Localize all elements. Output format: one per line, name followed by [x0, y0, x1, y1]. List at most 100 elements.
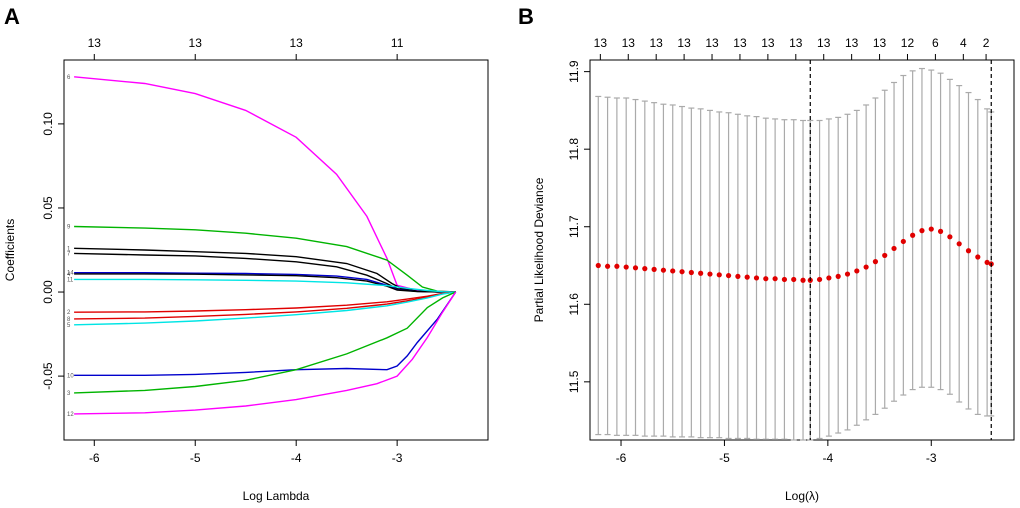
- deviance-point: [872, 259, 879, 265]
- panel-b-letter: B: [518, 4, 534, 29]
- deviance-point: [632, 265, 639, 271]
- coefficient-path-4: [74, 273, 456, 293]
- coefficient-path-6: [74, 76, 456, 293]
- coefficient-path-label-7: 7: [67, 251, 71, 257]
- coefficient-path-label-11: 11: [67, 277, 74, 283]
- coefficient-path-5: [74, 291, 456, 326]
- coefficient-path-label-6: 6: [67, 75, 71, 81]
- panel-b-y-tick-label: 11.8: [567, 138, 581, 161]
- deviance-point: [826, 275, 832, 281]
- coefficient-path-label-12: 12: [67, 412, 74, 418]
- panel-b-y-tick-label: 11.5: [567, 370, 581, 393]
- panel-b-lambda-reference-lines: [809, 60, 992, 440]
- deviance-point: [670, 268, 676, 274]
- coefficient-path-9: [74, 225, 456, 293]
- deviance-point: [984, 259, 990, 266]
- panel-a-top-tick-label: 11: [391, 36, 404, 50]
- deviance-point: [660, 267, 667, 273]
- deviance-point: [707, 271, 713, 277]
- panel-a-y-axis: -0.05 0.00 0.05 0.10: [41, 112, 64, 390]
- panel-b-x-tick-label: -5: [719, 451, 730, 465]
- panel-b-top-tick-label: 13: [789, 36, 803, 50]
- deviance-point: [716, 272, 722, 278]
- deviance-point: [844, 271, 851, 277]
- panel-b-top-tick-label: 2: [983, 36, 990, 50]
- panel-b-top-tick-label: 13: [650, 36, 664, 50]
- panel-b-top-tick-label: 6: [932, 36, 939, 50]
- deviance-point: [835, 273, 841, 279]
- coefficient-path-label-2: 2: [67, 310, 71, 316]
- deviance-point: [965, 248, 972, 254]
- deviance-point: [956, 241, 962, 247]
- panel-b-x-axis: -6 -5 -4 -3: [616, 440, 937, 465]
- panel-a-top-tick-label: 13: [290, 36, 304, 50]
- deviance-point: [744, 274, 750, 280]
- panel-a-x-tick-label: -5: [190, 451, 201, 465]
- panel-a-coefficient-paths: [74, 76, 457, 415]
- deviance-point: [975, 254, 981, 260]
- deviance-point: [688, 269, 694, 276]
- panel-a-x-tick-label: -6: [89, 451, 100, 465]
- panel-a-y-axis-title: Coefficients: [3, 219, 17, 281]
- deviance-point: [816, 276, 823, 283]
- panel-a-y-tick-label: 0.10: [41, 112, 55, 136]
- panel-a-y-tick-label: -0.05: [41, 362, 55, 390]
- deviance-point: [614, 263, 620, 269]
- coefficient-path-12: [74, 291, 457, 415]
- deviance-point: [753, 275, 760, 281]
- panel-b-x-tick-label: -6: [616, 451, 627, 465]
- panel-b-top-tick-label: 13: [594, 36, 608, 50]
- panel-b-x-tick-label: -3: [926, 451, 937, 465]
- panel-a-plot-frame: [63, 59, 489, 441]
- panel-a-x-tick-label: -4: [291, 451, 302, 465]
- coefficient-path-label-5: 5: [67, 323, 71, 329]
- deviance-point: [863, 264, 869, 270]
- deviance-point: [928, 226, 934, 232]
- panel-b-y-tick-label: 11.6: [567, 293, 581, 316]
- coefficient-path-label-9: 9: [67, 224, 71, 230]
- panel-b-cross-validation: B -6 -5 -4 -3 11.5 11.6 11.7 11.8 11.9 13 13 13 13…: [518, 4, 1015, 503]
- deviance-point: [604, 263, 611, 269]
- panel-a-y-tick-label: 0.05: [41, 196, 55, 220]
- panel-a-y-tick-label: 0.00: [41, 280, 55, 304]
- deviance-point: [763, 276, 769, 282]
- deviance-point: [698, 270, 704, 276]
- panel-b-y-tick-label: 11.9: [567, 60, 581, 83]
- coefficient-path-3: [74, 291, 456, 394]
- panel-b-top-tick-label: 13: [761, 36, 775, 50]
- deviance-point: [679, 269, 685, 275]
- deviance-point: [651, 266, 657, 272]
- panel-b-top-tick-label: 12: [901, 36, 915, 50]
- panel-b-y-axis-title: Partial Likelihood Deviance: [532, 177, 546, 322]
- panel-b-top-tick-label: 13: [705, 36, 719, 50]
- deviance-point: [623, 264, 629, 270]
- panel-b-top-tick-label: 13: [622, 36, 636, 50]
- deviance-point: [800, 277, 806, 283]
- panel-a-x-axis-title: Log Lambda: [243, 489, 310, 503]
- deviance-point: [947, 234, 953, 240]
- deviance-point: [882, 252, 888, 259]
- panel-a-x-tick-label: -3: [392, 451, 403, 465]
- panel-b-error-bars: [595, 67, 995, 441]
- panel-b-top-tick-label: 4: [960, 36, 967, 50]
- coefficient-path-11: [74, 278, 456, 293]
- coefficient-path-8: [74, 291, 456, 320]
- panel-a-top-axis: 13 13 13 11: [88, 36, 404, 60]
- panel-a-top-tick-label: 13: [189, 36, 203, 50]
- deviance-point: [772, 276, 778, 282]
- panel-b-x-tick-label: -4: [823, 451, 834, 465]
- coefficient-path-10: [74, 291, 457, 376]
- deviance-point: [900, 238, 906, 245]
- deviance-point: [891, 245, 897, 252]
- panel-b-deviance-points: [595, 226, 994, 283]
- deviance-point: [937, 228, 944, 234]
- deviance-point: [725, 272, 732, 279]
- panel-b-y-tick-label: 11.7: [567, 215, 581, 238]
- coefficient-path-label-14: 14: [67, 271, 74, 277]
- deviance-point: [642, 266, 648, 272]
- panel-b-top-tick-label: 13: [873, 36, 887, 50]
- coefficient-path-label-4: 4: [67, 272, 71, 278]
